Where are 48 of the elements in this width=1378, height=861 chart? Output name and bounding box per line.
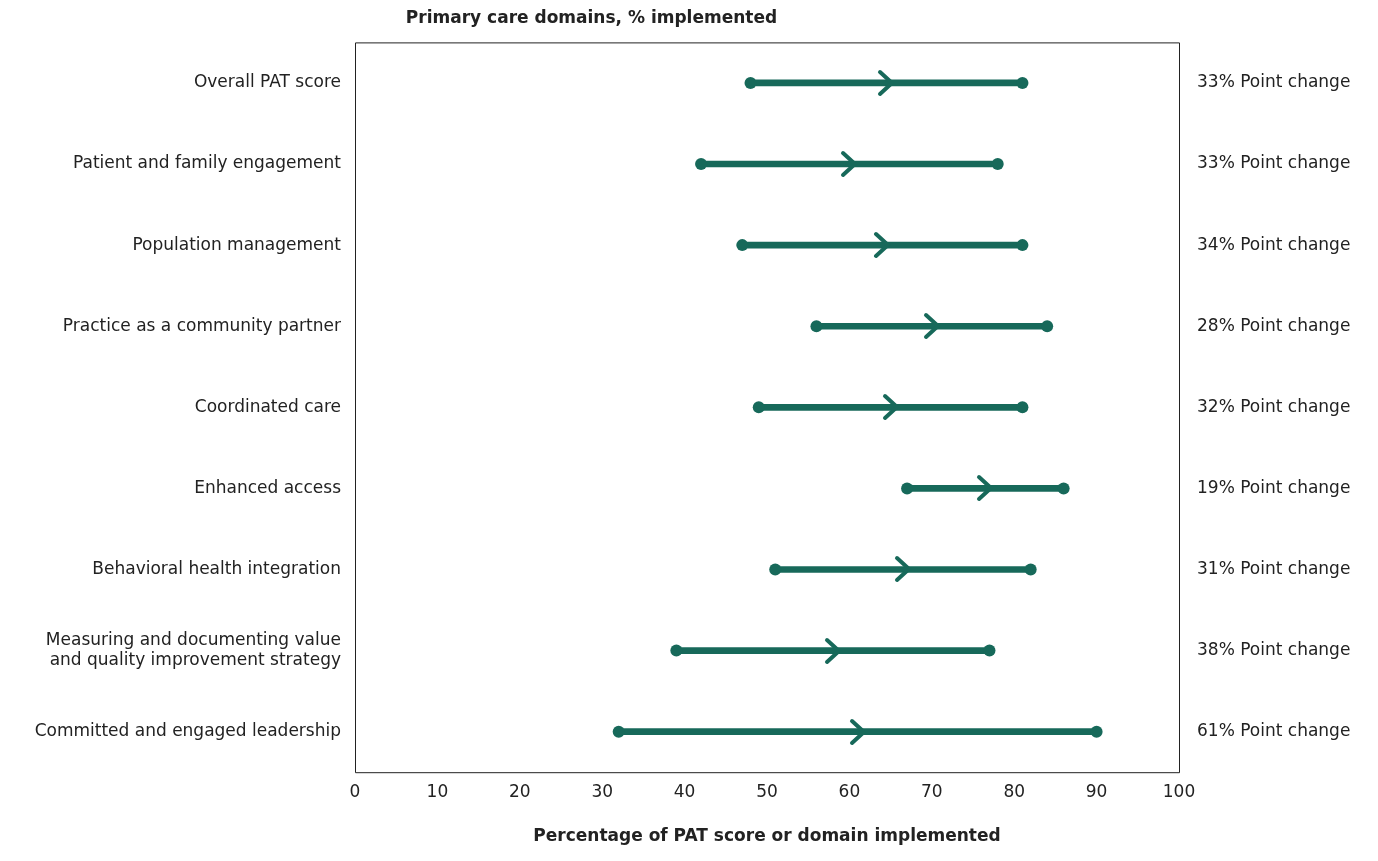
point <box>1057 482 1070 495</box>
y-tick-label: Population management <box>132 233 342 254</box>
point <box>1016 401 1029 414</box>
point <box>1090 725 1103 738</box>
y-tick-label: Patient and family engagement <box>72 152 342 173</box>
text: 34% Point change <box>1197 233 1351 254</box>
y-tick-label: Practice as a community partner <box>62 314 341 335</box>
x-tick-label: 60 <box>838 780 861 801</box>
text: 31% Point change <box>1197 557 1351 578</box>
x-tick-label: 10 <box>426 780 449 801</box>
y-tick-label: Enhanced access <box>194 476 342 497</box>
point <box>1041 320 1054 333</box>
text: 61% Point change <box>1197 720 1351 741</box>
text: 33% Point change <box>1197 71 1351 92</box>
point <box>810 320 823 333</box>
y-tick-label: Committed and engaged leadership <box>34 720 341 741</box>
y-tick-label: Overall PAT score <box>193 71 341 92</box>
point <box>983 644 996 657</box>
point <box>1016 76 1029 89</box>
text: 33% Point change <box>1197 152 1351 173</box>
chart-title: Primary care domains, % implemented <box>405 6 778 27</box>
x-tick-label: 80 <box>1003 780 1026 801</box>
point <box>744 76 757 89</box>
text: 32% Point change <box>1197 395 1351 416</box>
text: 28% Point change <box>1197 314 1351 335</box>
x-tick-label: 40 <box>673 780 696 801</box>
point <box>736 239 749 252</box>
x-tick-label: 90 <box>1085 780 1108 801</box>
point <box>670 644 683 657</box>
x-tick-label: 0 <box>349 780 361 801</box>
x-tick-label: 20 <box>508 780 531 801</box>
point <box>991 158 1004 171</box>
x-axis-title: Percentage of PAT score or domain implemented <box>533 825 1001 846</box>
point <box>752 401 765 414</box>
y-tick-label: Behavioral health integration <box>92 557 341 578</box>
x-tick-label: 70 <box>920 780 943 801</box>
y-tick-label: Coordinated care <box>194 395 341 416</box>
text: 19% Point change <box>1197 476 1351 497</box>
point <box>901 482 914 495</box>
point <box>769 563 782 576</box>
x-tick-label: 100 <box>1162 780 1196 801</box>
text: 38% Point change <box>1197 638 1351 659</box>
point <box>1016 239 1029 252</box>
point <box>1024 563 1037 576</box>
point <box>612 725 625 738</box>
y-tick-label: Measuring and documenting value and quality improvement strategy <box>45 628 341 670</box>
x-tick-label: 50 <box>756 780 778 801</box>
x-tick-label: 30 <box>591 780 614 801</box>
